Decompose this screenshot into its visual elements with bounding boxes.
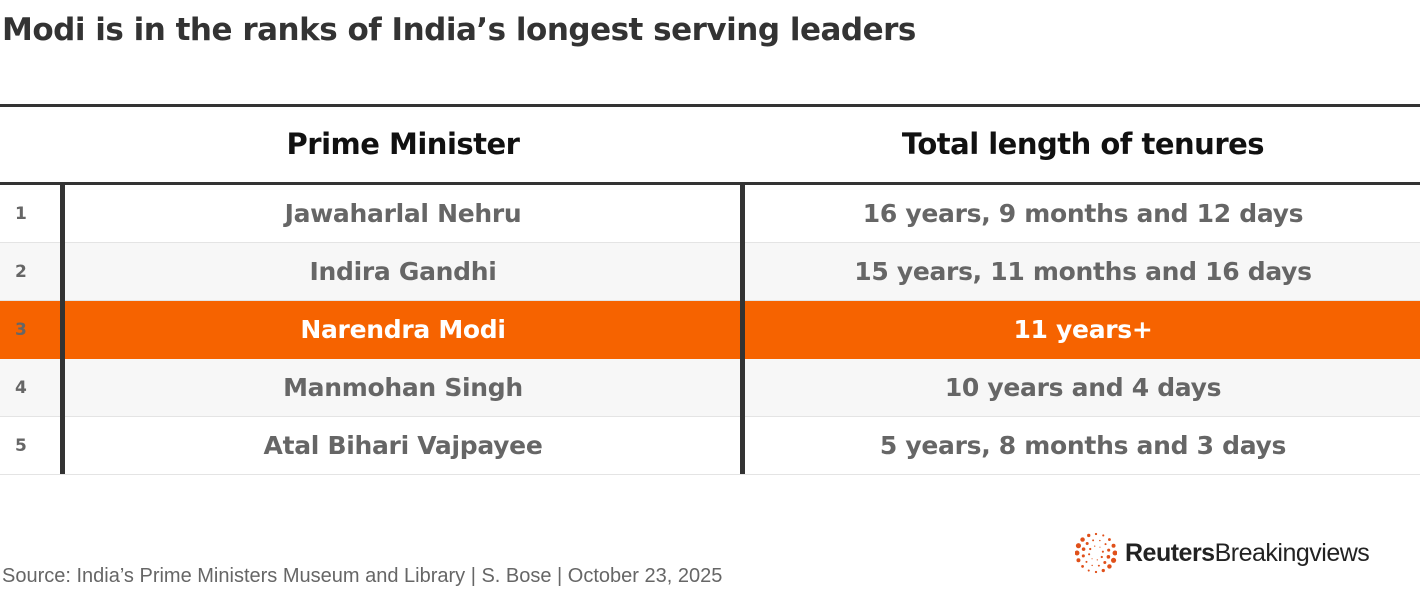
logo-dot <box>1088 553 1091 556</box>
logo-dot <box>1092 539 1095 542</box>
logo-dot <box>1104 543 1107 546</box>
top-rule <box>0 104 1420 107</box>
logo-rest: Breakingviews <box>1214 538 1370 567</box>
logo-dot <box>1094 545 1096 547</box>
logo-dot <box>1085 541 1089 545</box>
table-row: 3 Narendra Modi 11 years+ <box>0 301 1420 359</box>
logo-dot <box>1108 538 1111 541</box>
logo-dot <box>1102 534 1105 537</box>
header-prime-minister: Prime Minister <box>286 127 520 161</box>
logo-dot <box>1101 550 1104 553</box>
name-cell: Indira Gandhi <box>309 257 497 286</box>
tenure-cell: 5 years, 8 months and 3 days <box>879 431 1287 460</box>
logo-dot <box>1099 539 1101 542</box>
tenure-cell: 10 years and 4 days <box>944 373 1222 402</box>
table-row: 2 Indira Gandhi 15 years, 11 months and 16… <box>0 243 1420 301</box>
rank-cell: 5 <box>15 435 27 456</box>
logo-dot <box>1080 537 1085 542</box>
column-divider <box>60 185 65 474</box>
header-tenure: Total length of tenures <box>901 127 1265 161</box>
logo-bold: Reuters <box>1125 538 1215 567</box>
name-cell: Narendra Modi <box>300 315 506 344</box>
logo-dot <box>1081 547 1086 551</box>
logo-dot <box>1097 564 1100 567</box>
logo-dot <box>1091 558 1093 560</box>
tenure-cell: 16 years, 9 months and 12 days <box>862 199 1304 228</box>
table-row: 1 Jawaharlal Nehru 16 years, 9 months and … <box>0 185 1420 243</box>
logo-dot <box>1089 547 1092 551</box>
logo-dot <box>1112 550 1117 556</box>
rank-cell: 4 <box>15 377 27 398</box>
column-divider <box>740 185 745 474</box>
chart-title: Modi is in the ranks of India’s longest … <box>2 12 916 48</box>
table-row: 4 Manmohan Singh 10 years and 4 days <box>0 359 1420 417</box>
logo-dot <box>1081 554 1085 558</box>
table-row: 5 Atal Bihari Vajpayee 5 years, 8 months a… <box>0 417 1420 475</box>
logo-dot <box>1087 533 1091 538</box>
name-cell: Manmohan Singh <box>283 373 523 402</box>
logo-dot <box>1107 564 1112 569</box>
logo-dot <box>1085 560 1088 563</box>
logo-dot <box>1094 532 1098 536</box>
logo-dot <box>1101 568 1105 573</box>
name-cell: Atal Bihari Vajpayee <box>263 431 543 460</box>
logo-dot <box>1103 561 1107 565</box>
rank-cell: 1 <box>15 203 27 224</box>
name-cell: Jawaharlal Nehru <box>284 199 522 228</box>
logo-dot <box>1106 555 1111 559</box>
logo-dot <box>1075 550 1080 556</box>
tenure-cell: 15 years, 11 months and 16 days <box>854 257 1312 286</box>
header-rule <box>0 182 1420 185</box>
logo-dot <box>1076 558 1081 563</box>
logo-dot <box>1096 559 1098 561</box>
rank-cell: 3 <box>15 319 27 340</box>
logo-dot <box>1111 543 1116 548</box>
logo-dot <box>1087 569 1090 572</box>
reuters-dots-icon <box>1075 532 1117 574</box>
logo-dot <box>1107 548 1111 552</box>
logo-dot <box>1091 564 1093 567</box>
logo-dot <box>1081 565 1084 568</box>
tenure-cell: 11 years+ <box>1013 315 1153 344</box>
logo-dot <box>1075 543 1082 549</box>
source-note: Source: India’s Prime Ministers Museum a… <box>2 565 723 587</box>
reuters-breakingviews-logo: ReutersBreakingviews <box>1075 532 1370 574</box>
logo-dot <box>1094 570 1098 574</box>
logo-dot <box>1110 557 1117 563</box>
rank-cell: 2 <box>15 261 27 282</box>
logo-dot <box>1100 555 1103 559</box>
logo-dot <box>1099 546 1101 548</box>
